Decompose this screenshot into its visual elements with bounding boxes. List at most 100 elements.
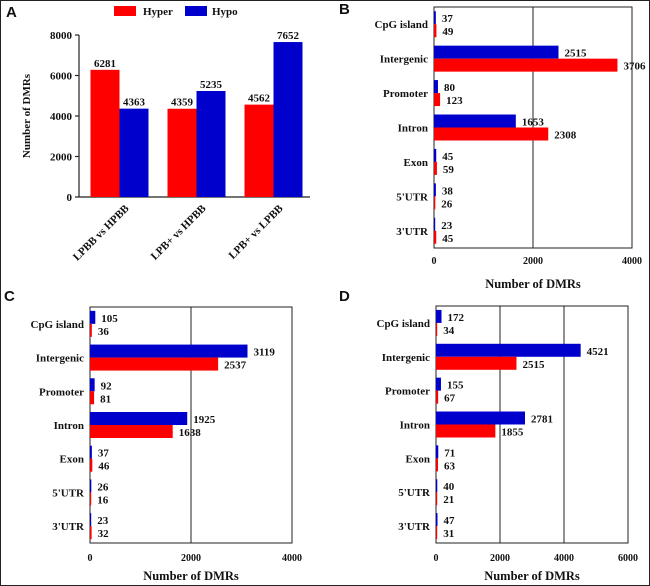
b-bar-hyper <box>434 24 437 38</box>
d-x-tick-label: 6000 <box>618 553 638 564</box>
c-bar-hypo <box>90 479 92 493</box>
d-y-tick-label: Intron <box>400 420 430 432</box>
d-x-tick-label: 0 <box>434 553 439 564</box>
b-bar-hypo <box>434 148 437 162</box>
b-bar-hyper <box>434 93 441 107</box>
d-x-axis-title: Number of DMRs <box>484 569 580 583</box>
b-bar-value-label: 59 <box>443 164 455 176</box>
c-bar-value-label: 105 <box>101 313 118 325</box>
a-y-tick-label: 6000 <box>50 71 73 83</box>
b-bar-hyper <box>434 127 549 141</box>
d-bar-hyper <box>436 356 517 370</box>
a-x-tick-label: LPB+ vs LPBB <box>226 202 286 262</box>
c-bar-hypo <box>90 310 96 324</box>
d-y-tick-label: Promoter <box>385 386 430 398</box>
c-bar-hypo <box>90 344 248 358</box>
a-bar-value-label: 4562 <box>248 93 271 105</box>
a-y-tick-label: 4000 <box>50 111 73 123</box>
a-y-tick-label: 2000 <box>50 152 73 164</box>
c-x-tick-label: 2000 <box>181 553 201 564</box>
b-bar-value-label: 23 <box>441 220 453 232</box>
c-bar-hyper <box>90 526 92 540</box>
c-bar-hyper <box>90 357 219 371</box>
panel-label-b: B <box>339 1 350 18</box>
d-y-tick-label: 5'UTR <box>398 487 431 499</box>
c-y-tick-label: 3'UTR <box>52 521 85 533</box>
b-y-tick-label: 5'UTR <box>396 191 429 203</box>
d-bar-hypo <box>436 411 525 425</box>
legend-swatch-hypo <box>185 6 207 16</box>
a-y-axis-title: Number of DMRs <box>21 73 33 158</box>
a-bar-hyper <box>90 69 120 197</box>
b-bar-value-label: 1653 <box>522 117 545 129</box>
b-bar-value-label: 26 <box>441 198 453 210</box>
a-bar-value-label: 4363 <box>123 97 146 109</box>
b-x-axis-title: Number of DMRs <box>485 277 581 291</box>
legend-label-hypo: Hypo <box>212 6 238 18</box>
c-y-tick-label: Intergenic <box>36 353 84 365</box>
b-bar-value-label: 38 <box>442 185 454 197</box>
c-bar-hyper <box>90 323 92 337</box>
b-x-tick-label: 2000 <box>523 256 543 267</box>
legend-label-hyper: Hyper <box>143 6 173 18</box>
c-bar-value-label: 16 <box>97 494 109 506</box>
c-bar-value-label: 26 <box>97 481 109 493</box>
b-bar-value-label: 49 <box>442 26 454 38</box>
d-bar-value-label: 1855 <box>501 427 524 439</box>
c-bar-value-label: 46 <box>98 461 110 473</box>
b-bar-value-label: 2308 <box>554 130 577 142</box>
b-y-tick-label: Promoter <box>383 88 428 100</box>
b-bar-value-label: 45 <box>442 233 454 245</box>
c-x-axis-title: Number of DMRs <box>143 569 239 583</box>
a-y-tick-label: 0 <box>67 192 73 204</box>
b-y-tick-label: Intergenic <box>380 54 428 66</box>
d-bar-hyper <box>436 458 439 472</box>
b-bar-value-label: 3706 <box>623 61 646 73</box>
b-bar-hyper <box>434 161 437 175</box>
d-x-tick-label: 4000 <box>554 553 574 564</box>
c-y-tick-label: Exon <box>60 454 84 466</box>
d-bar-value-label: 67 <box>444 393 456 405</box>
d-bar-value-label: 31 <box>443 528 454 540</box>
d-bar-hypo <box>436 309 442 323</box>
d-bar-hypo <box>436 343 581 357</box>
d-bar-hypo <box>436 445 439 459</box>
c-bar-value-label: 1638 <box>179 427 202 439</box>
d-y-tick-label: Exon <box>406 453 430 465</box>
b-x-tick-label: 0 <box>432 256 437 267</box>
c-y-tick-label: 5'UTR <box>52 487 85 499</box>
d-bar-value-label: 155 <box>447 380 464 392</box>
d-bar-value-label: 4521 <box>587 346 609 358</box>
c-bar-hypo <box>90 378 95 392</box>
a-bar-hyper <box>167 108 197 197</box>
a-bar-value-label: 4359 <box>171 97 194 109</box>
c-bar-hypo <box>90 412 188 425</box>
c-bar-hyper <box>90 391 95 405</box>
b-bar-value-label: 37 <box>442 13 454 25</box>
b-bar-value-label: 80 <box>444 82 456 94</box>
a-bar-hyper <box>244 104 274 197</box>
b-bar-value-label: 123 <box>446 95 463 107</box>
c-bar-hypo <box>90 513 92 527</box>
c-bar-value-label: 23 <box>97 515 109 527</box>
b-bar-hyper <box>434 58 618 72</box>
d-bar-hyper <box>436 424 496 438</box>
c-bar-value-label: 36 <box>98 326 110 338</box>
b-y-tick-label: Exon <box>404 157 428 169</box>
b-bar-hypo <box>434 114 516 128</box>
b-bar-hypo <box>434 11 436 25</box>
d-bar-hypo <box>436 479 438 493</box>
c-y-tick-label: Promoter <box>39 386 84 398</box>
panel-label-a: A <box>6 4 17 21</box>
a-bar-hypo <box>196 90 226 197</box>
c-bar-value-label: 37 <box>98 448 110 460</box>
d-bar-value-label: 2515 <box>522 359 545 371</box>
b-y-tick-label: Intron <box>398 123 428 135</box>
d-y-tick-label: Intergenic <box>382 352 430 364</box>
a-bar-hypo <box>273 42 303 198</box>
b-bar-hypo <box>434 80 438 94</box>
c-x-tick-label: 0 <box>88 553 93 564</box>
d-y-tick-label: 3'UTR <box>398 521 431 533</box>
d-bar-hyper <box>436 390 439 404</box>
